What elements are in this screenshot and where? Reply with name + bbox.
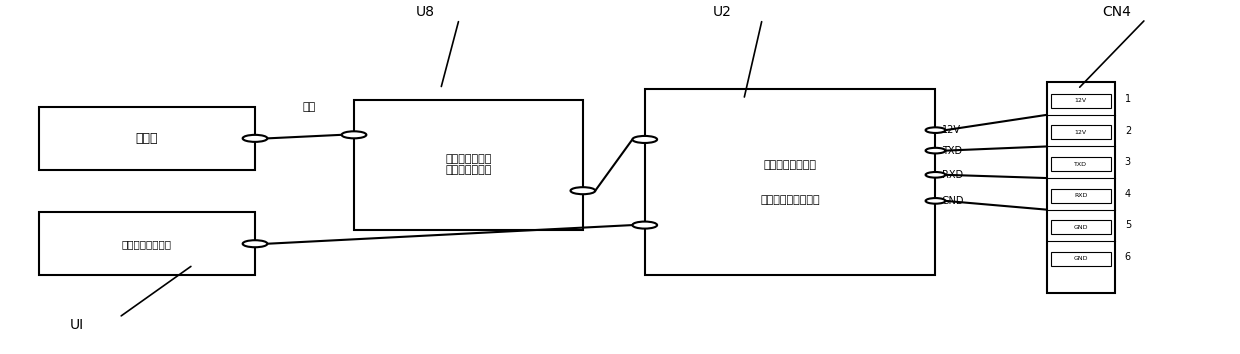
FancyBboxPatch shape: [1047, 82, 1115, 293]
FancyBboxPatch shape: [1050, 157, 1111, 171]
Circle shape: [342, 131, 366, 138]
Circle shape: [925, 172, 945, 178]
Text: RXD: RXD: [941, 170, 962, 180]
Circle shape: [925, 127, 945, 133]
Text: 6: 6: [1125, 252, 1131, 262]
Text: GND: GND: [1074, 256, 1089, 261]
Text: 激光器功率控制口


激光光斑大小控制口: 激光器功率控制口 激光光斑大小控制口: [760, 160, 820, 205]
Circle shape: [632, 222, 657, 229]
Text: 4: 4: [1125, 189, 1131, 199]
FancyBboxPatch shape: [353, 100, 583, 230]
FancyBboxPatch shape: [1050, 220, 1111, 234]
Circle shape: [925, 198, 945, 204]
Text: U2: U2: [713, 5, 732, 19]
Text: U8: U8: [415, 5, 435, 19]
Text: GND: GND: [1074, 225, 1089, 230]
Circle shape: [243, 240, 268, 247]
Text: UI: UI: [69, 318, 83, 331]
FancyBboxPatch shape: [1050, 252, 1111, 266]
Circle shape: [243, 135, 268, 142]
Text: 光纤: 光纤: [303, 102, 315, 112]
Text: TXD: TXD: [1074, 161, 1087, 166]
Text: 2: 2: [1125, 126, 1131, 136]
Circle shape: [632, 136, 657, 143]
Circle shape: [570, 187, 595, 194]
Text: 1: 1: [1125, 94, 1131, 104]
Text: 12V: 12V: [1075, 130, 1087, 135]
Text: 12V: 12V: [1075, 98, 1087, 103]
Text: GND: GND: [941, 196, 965, 206]
FancyBboxPatch shape: [1050, 94, 1111, 108]
Text: CN4: CN4: [1102, 5, 1131, 19]
FancyBboxPatch shape: [38, 107, 255, 170]
Text: RXD: RXD: [1074, 193, 1087, 198]
FancyBboxPatch shape: [645, 89, 935, 275]
Text: TXD: TXD: [941, 145, 962, 156]
Circle shape: [925, 148, 945, 153]
FancyBboxPatch shape: [1050, 189, 1111, 202]
Text: 光纤大小电机控制: 光纤大小电机控制: [122, 239, 172, 249]
Text: 5: 5: [1125, 221, 1131, 230]
Text: 3: 3: [1125, 157, 1131, 167]
FancyBboxPatch shape: [1050, 125, 1111, 139]
FancyBboxPatch shape: [38, 212, 255, 275]
Text: 激光输出光纤口
激光功率控制口: 激光输出光纤口 激光功率控制口: [445, 154, 491, 176]
Text: 12V: 12V: [941, 125, 961, 135]
Text: 光纤口: 光纤口: [135, 132, 157, 145]
